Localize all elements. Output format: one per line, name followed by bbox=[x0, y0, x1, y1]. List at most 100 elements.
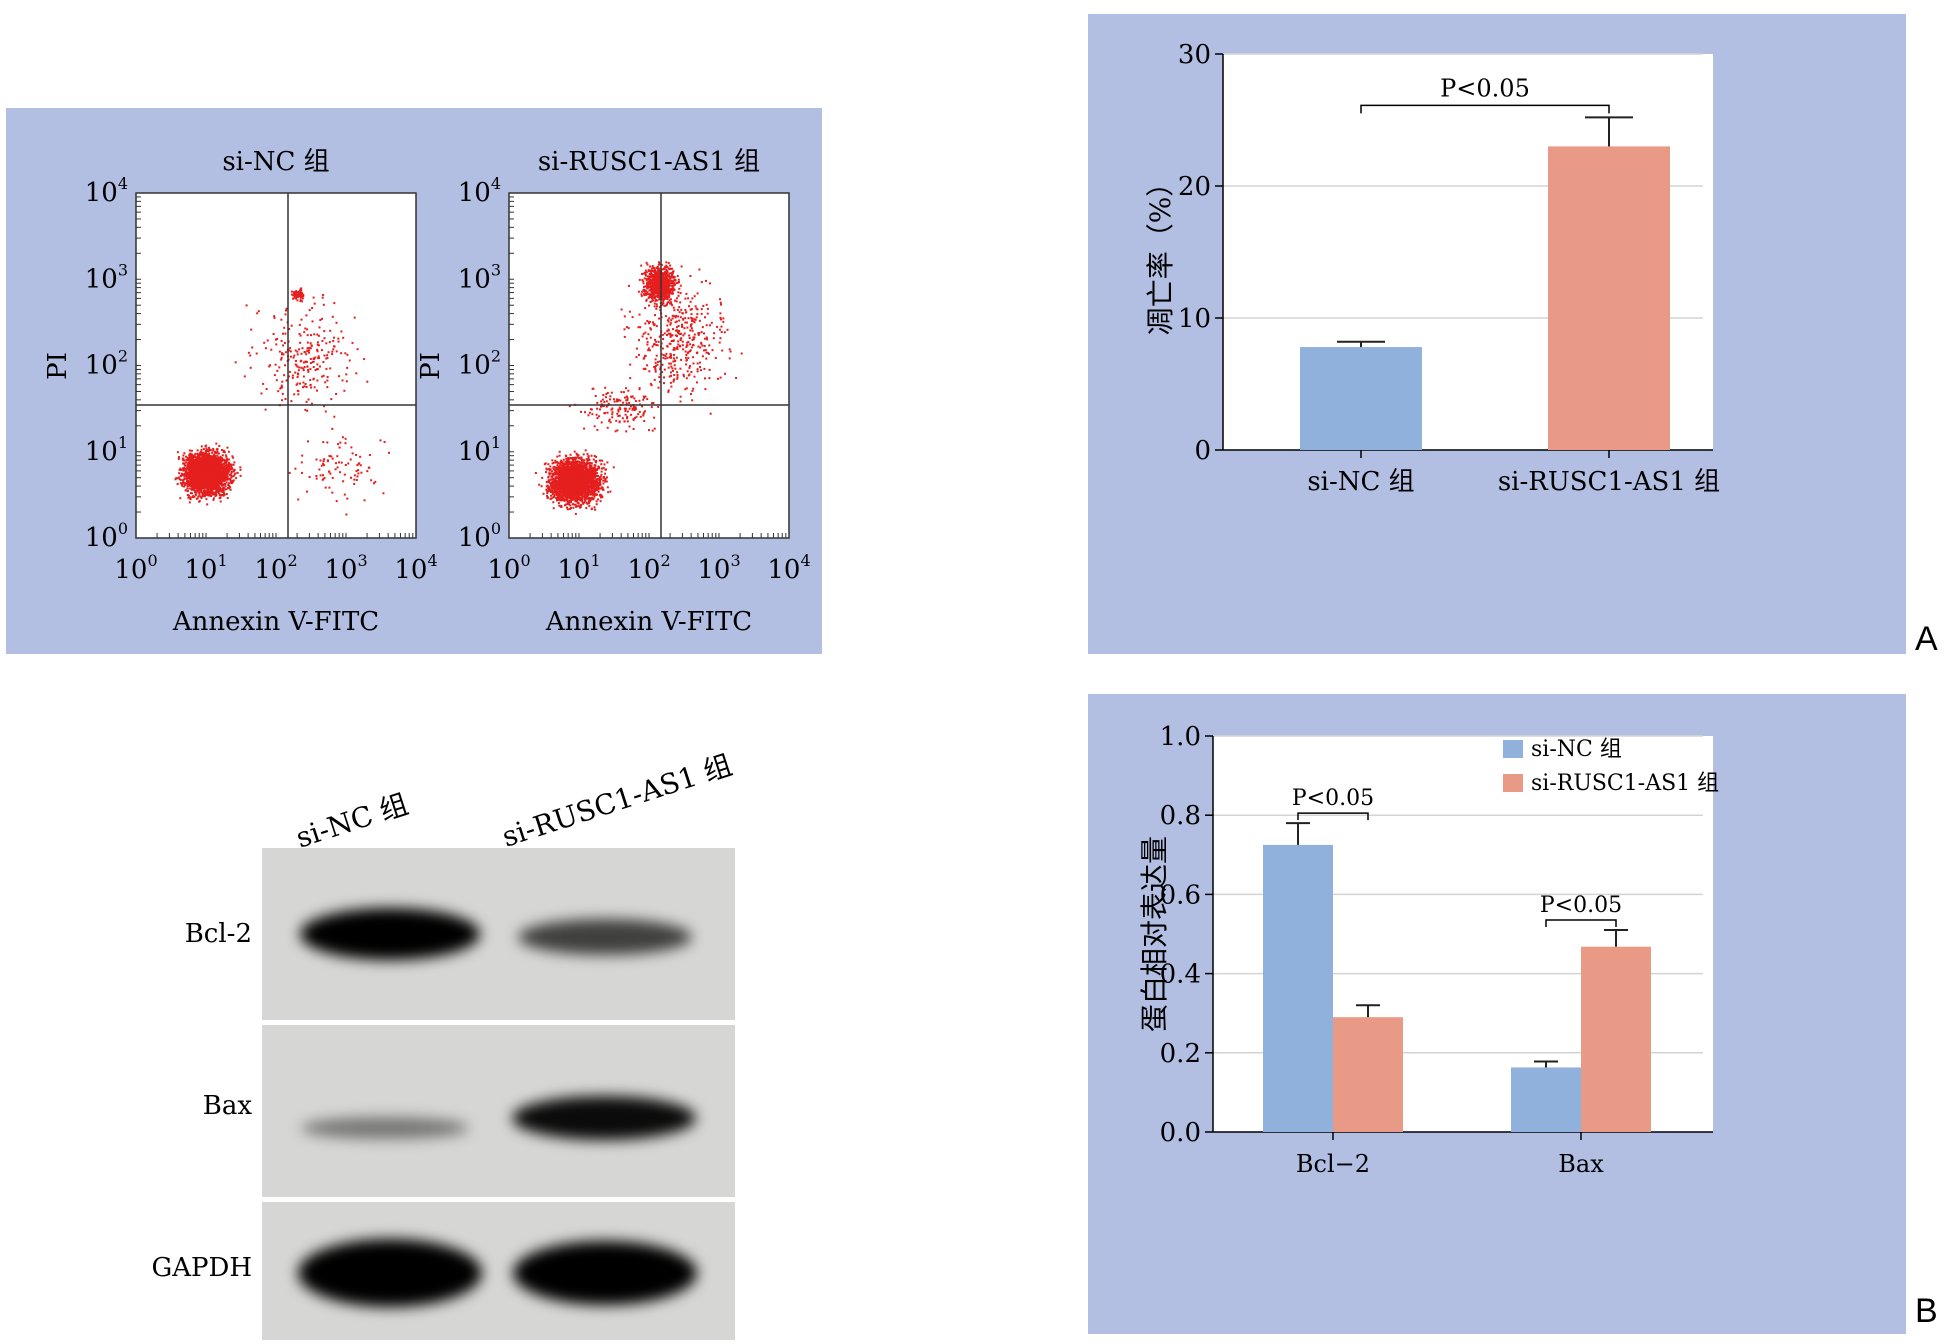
flow-dot bbox=[182, 470, 184, 472]
flow-dot bbox=[305, 383, 307, 385]
flow-dot bbox=[175, 477, 177, 479]
flow-dot bbox=[552, 462, 554, 464]
flow-dot bbox=[304, 328, 306, 330]
flow-dot bbox=[206, 503, 208, 505]
flow-dot bbox=[216, 467, 218, 469]
flow-dot bbox=[187, 463, 189, 465]
flow-dot bbox=[585, 507, 587, 509]
flow-dot bbox=[221, 489, 223, 491]
flow-dot bbox=[360, 472, 362, 474]
flow-dot bbox=[223, 450, 225, 452]
flow-dot bbox=[212, 465, 214, 467]
flow-dot bbox=[209, 482, 211, 484]
flow-dot bbox=[600, 463, 602, 465]
flow-dot bbox=[359, 456, 361, 458]
flow-dot bbox=[546, 492, 548, 494]
flow-dot bbox=[304, 366, 306, 368]
flow-dot bbox=[314, 386, 316, 388]
flow-dot bbox=[209, 492, 211, 494]
flow-dot bbox=[319, 366, 321, 368]
flow-dot bbox=[549, 482, 551, 484]
flow-dot bbox=[198, 455, 200, 457]
flow-dot bbox=[216, 449, 218, 451]
flow-dot bbox=[281, 381, 283, 383]
flow-dot bbox=[201, 485, 203, 487]
flow-dot bbox=[215, 464, 217, 466]
flow-dot bbox=[185, 456, 187, 458]
flow-dot bbox=[306, 328, 308, 330]
flow-dot bbox=[228, 485, 230, 487]
flow-dot bbox=[178, 458, 180, 460]
flow-dot bbox=[227, 465, 229, 467]
flow-dot bbox=[281, 385, 283, 387]
flow-dot bbox=[191, 455, 193, 457]
flow-dot bbox=[551, 470, 553, 472]
flow-dot bbox=[222, 479, 224, 481]
flow-y-tick-label: 102 bbox=[85, 347, 128, 381]
flow-dot bbox=[303, 376, 305, 378]
flow-dot bbox=[316, 368, 318, 370]
flow-dot bbox=[551, 459, 553, 461]
flow-dot bbox=[267, 340, 269, 342]
flow-dot bbox=[384, 441, 386, 443]
flow-dot bbox=[338, 341, 340, 343]
flow-dot bbox=[205, 469, 207, 471]
flow-dot bbox=[299, 342, 301, 344]
flow-dot bbox=[291, 291, 293, 293]
flow-dot bbox=[208, 452, 210, 454]
flow-dot bbox=[198, 492, 200, 494]
flow-dot bbox=[214, 459, 216, 461]
flow-dot bbox=[588, 457, 590, 459]
flow-dot bbox=[366, 381, 368, 383]
flow-dot bbox=[308, 399, 310, 401]
flow-dot bbox=[382, 492, 384, 494]
flow-dot bbox=[344, 474, 346, 476]
flow-dot bbox=[308, 352, 310, 354]
flow-dot bbox=[347, 463, 349, 465]
flow-dot bbox=[549, 466, 551, 468]
flow-dot bbox=[189, 450, 191, 452]
flow-dot bbox=[299, 383, 301, 385]
flow-dot bbox=[226, 479, 228, 481]
flow-dot bbox=[313, 361, 315, 363]
flow-dot bbox=[342, 379, 344, 381]
flow-dot bbox=[285, 313, 287, 315]
flow-dot bbox=[248, 352, 250, 354]
flow-dot bbox=[286, 380, 288, 382]
flow-dot bbox=[285, 398, 287, 400]
flow-dot bbox=[233, 461, 235, 463]
flow-dot bbox=[214, 479, 216, 481]
flow-dot bbox=[370, 479, 372, 481]
flow-dot bbox=[190, 470, 192, 472]
flow-dot bbox=[188, 477, 190, 479]
flow-dot bbox=[313, 297, 315, 299]
flow-dot bbox=[341, 462, 343, 464]
flow-dot bbox=[183, 452, 185, 454]
flow-dot bbox=[350, 446, 352, 448]
flow-dot bbox=[226, 462, 228, 464]
flow-dot bbox=[212, 455, 214, 457]
flow-dot bbox=[213, 499, 215, 501]
flow-dot bbox=[210, 466, 212, 468]
flow-dot bbox=[316, 478, 318, 480]
flow-dot bbox=[303, 369, 305, 371]
flow-dot bbox=[319, 319, 321, 321]
flow-dot bbox=[553, 496, 555, 498]
flow-dot bbox=[218, 489, 220, 491]
flow-dot bbox=[602, 480, 604, 482]
flow-dot bbox=[296, 384, 298, 386]
flow-dot bbox=[227, 447, 229, 449]
flow-dot bbox=[203, 448, 205, 450]
flow-dot bbox=[313, 378, 315, 380]
flow-dot bbox=[200, 458, 202, 460]
flow-dot bbox=[300, 300, 302, 302]
flow-dot bbox=[203, 482, 205, 484]
flow-dot bbox=[204, 477, 206, 479]
flow-dot bbox=[184, 477, 186, 479]
flow-dot bbox=[228, 451, 230, 453]
flow-dot bbox=[318, 344, 320, 346]
flow-dot bbox=[328, 351, 330, 353]
flow-dot bbox=[193, 467, 195, 469]
flow-dot bbox=[192, 496, 194, 498]
flow-dot bbox=[310, 384, 312, 386]
